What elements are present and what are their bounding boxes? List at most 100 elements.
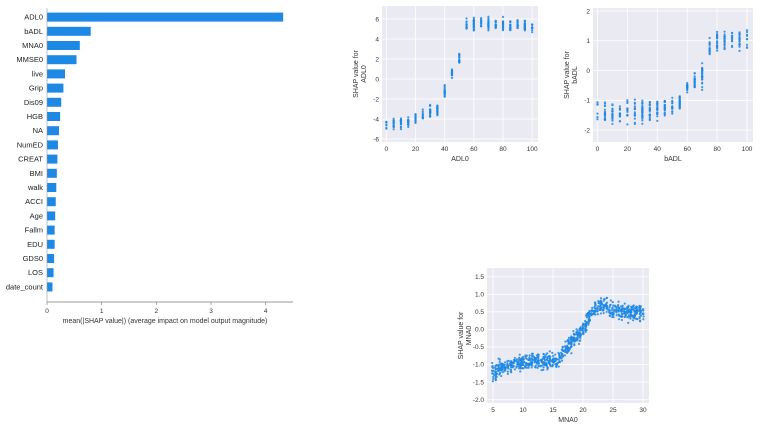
scatter-point [603, 110, 607, 113]
scatter-point [617, 306, 620, 309]
scatter-point [533, 358, 537, 361]
scatter-point [450, 73, 454, 77]
plot-background [593, 8, 753, 142]
scatter-point [399, 119, 403, 122]
scatter-point [701, 82, 704, 85]
scatter-point [570, 352, 573, 355]
bar-NumED [47, 140, 58, 150]
scatter-point [730, 44, 734, 48]
scatter-point [499, 365, 503, 369]
scatter-point [596, 101, 599, 104]
feature-importance-bar-chart: ADL0 bADL MNA0 MMSE0 live Grip Dis09 HGB NA NumED… [6, 8, 293, 325]
scatter-point [745, 43, 749, 46]
scatter-point [497, 369, 500, 372]
scatter-point [506, 372, 510, 376]
scatter-point [498, 360, 501, 363]
bar-bADL [47, 26, 91, 36]
scatter-point [641, 101, 644, 104]
mna0-dependence-scatter: 5 10 15 20 25 30 -2.0 -1.5 -1.0 -0.5 0.0 0.5 1.0 1.5 M… [458, 268, 649, 424]
scatter-point [618, 105, 622, 108]
scatter-point [503, 363, 506, 366]
scatter-point [472, 22, 475, 25]
scatter-point [745, 38, 749, 41]
scatter-point [443, 89, 446, 92]
scatter-point [572, 330, 575, 333]
scatter-point [633, 98, 636, 101]
scatter-point [599, 297, 603, 300]
scatter-point [414, 119, 417, 122]
scatter-point [472, 16, 475, 19]
scatter-point [509, 363, 512, 366]
scatter-point [648, 107, 651, 110]
scatter-point [501, 21, 505, 25]
scatter-point [701, 78, 704, 81]
scatter-points [385, 15, 534, 131]
y-tick-label: -2 [584, 127, 590, 134]
scatter-point [588, 309, 591, 313]
scatter-point [596, 313, 600, 316]
scatter-point [716, 36, 719, 39]
scatter-point [491, 372, 494, 375]
scatter-point [626, 306, 629, 309]
scatter-point [686, 88, 689, 92]
scatter-point [671, 96, 674, 99]
scatter-point [519, 358, 522, 361]
bar-label-bADL: bADL [24, 27, 43, 36]
scatter-points [490, 296, 645, 383]
y-axis-label-line: SHAP value for [564, 50, 571, 98]
scatter-point [385, 124, 388, 127]
scatter-point [627, 316, 630, 319]
scatter-point [542, 356, 545, 359]
y-tick-label: 1.5 [475, 274, 484, 281]
bar-Fallm [47, 225, 55, 235]
scatter-point [708, 42, 711, 46]
scatter-point [633, 105, 636, 108]
scatter-point [552, 354, 555, 358]
scatter-point [407, 121, 410, 124]
scatter-point [522, 363, 525, 367]
scatter-point [494, 379, 497, 382]
scatter-point [617, 300, 620, 303]
scatter-point [537, 364, 540, 367]
y-axis-label: SHAP value forMNA0 [458, 311, 473, 359]
scatter-point [638, 306, 641, 310]
scatter-point [540, 360, 543, 363]
y-axis-label-line: MNA0 [466, 326, 473, 346]
scatter-point [633, 117, 636, 120]
scatter-point [421, 108, 424, 111]
scatter-point [612, 310, 616, 313]
scatter-point [624, 313, 627, 316]
bar-label-live: live [32, 69, 43, 78]
scatter-point [558, 354, 561, 357]
bar-label-LOS: LOS [28, 268, 43, 277]
y-tick-label: 6 [375, 16, 379, 23]
scatter-point [560, 351, 563, 354]
scatter-point [648, 103, 651, 106]
scatter-point [573, 333, 576, 336]
scatter-point [656, 107, 659, 110]
scatter-point [639, 305, 643, 308]
scatter-point [499, 362, 503, 365]
x-tick-label: 20 [624, 146, 632, 153]
scatter-point [443, 92, 446, 95]
scatter-point [421, 116, 424, 119]
scatter-point [570, 345, 573, 348]
scatter-point [480, 22, 483, 25]
scatter-point [701, 67, 704, 70]
scatter-point [429, 113, 432, 117]
scatter-point [622, 311, 626, 315]
bar-MMSE0 [47, 55, 77, 65]
bar-EDU [47, 239, 55, 249]
bar-label-ACCI: ACCI [25, 197, 43, 206]
scatter-point [557, 361, 560, 364]
scatter-point [738, 32, 741, 35]
y-tick-label: 0 [586, 68, 590, 75]
scatter-point [716, 40, 719, 43]
scatter-point [573, 337, 576, 341]
scatter-point [723, 37, 726, 40]
scatter-point [472, 27, 475, 30]
scatter-point [588, 315, 591, 318]
scatter-point [472, 20, 475, 23]
scatter-point [450, 69, 454, 72]
scatter-point [531, 26, 534, 29]
